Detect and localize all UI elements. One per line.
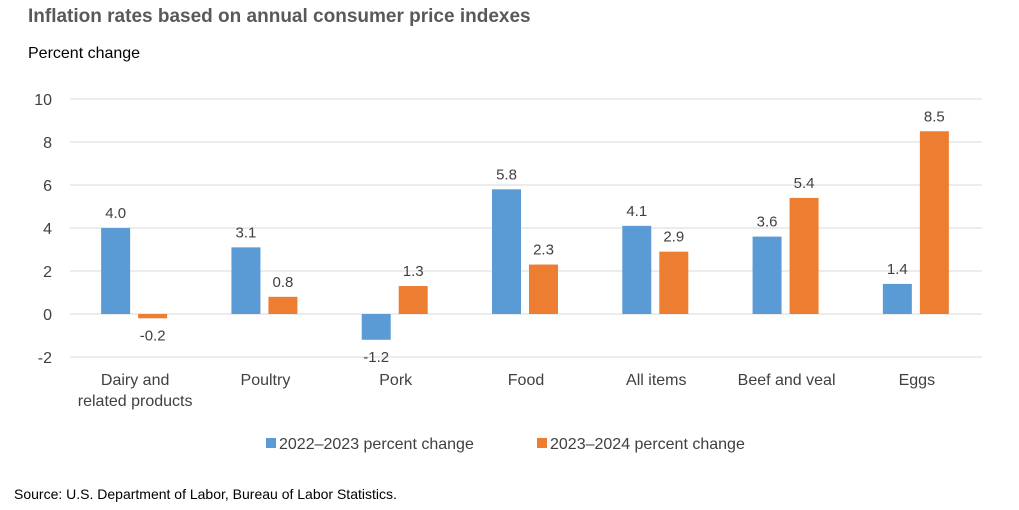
data-label: 0.8 <box>272 274 293 291</box>
x-tick-label: Eggs <box>899 372 935 389</box>
data-label: 8.5 <box>924 108 945 125</box>
y-axis-label: Percent change <box>28 45 140 62</box>
x-tick-label: related products <box>78 393 193 410</box>
x-tick-label: Poultry <box>241 372 291 389</box>
data-label: 1.3 <box>403 263 424 280</box>
x-tick-label: All items <box>626 372 686 389</box>
legend-label: 2022–2023 percent change <box>279 436 474 453</box>
x-tick-label: Beef and veal <box>738 372 836 389</box>
data-label: 4.1 <box>626 203 647 220</box>
y-tick-label: 8 <box>43 135 52 152</box>
y-tick-label: 0 <box>43 307 52 324</box>
data-label: 5.8 <box>496 166 517 183</box>
bar-2023-2024 <box>398 286 428 314</box>
data-label: -0.2 <box>140 327 166 344</box>
source-note: Source: U.S. Department of Labor, Bureau… <box>14 486 397 502</box>
y-tick-label: 6 <box>43 178 52 195</box>
bar-2022-2023 <box>752 236 782 314</box>
x-tick-label: Dairy and <box>101 372 169 389</box>
data-label: -1.2 <box>363 349 389 366</box>
y-tick-label: -2 <box>38 350 52 367</box>
bar-2022-2023 <box>622 225 652 314</box>
bar-2022-2023 <box>492 189 521 314</box>
data-label: 2.3 <box>533 242 554 259</box>
bar-2022-2023 <box>882 283 912 314</box>
bar-2023-2024 <box>529 264 558 314</box>
data-label: 2.9 <box>663 229 684 246</box>
bar-2023-2024 <box>268 296 298 314</box>
bar-2023-2024 <box>789 197 819 314</box>
y-tick-label: 10 <box>34 92 52 109</box>
legend-swatch <box>266 438 276 448</box>
bar-2023-2024 <box>138 314 168 319</box>
data-label: 3.1 <box>235 224 256 241</box>
chart-title: Inflation rates based on annual consumer… <box>28 6 531 27</box>
data-label: 1.4 <box>887 261 908 278</box>
data-label: 3.6 <box>757 214 778 231</box>
bar-2023-2024 <box>659 251 689 314</box>
y-tick-label: 4 <box>43 221 52 238</box>
y-tick-label: 2 <box>43 264 52 281</box>
legend-swatch <box>537 438 547 448</box>
legend-label: 2023–2024 percent change <box>550 436 745 453</box>
bar-2022-2023 <box>101 228 131 314</box>
bar-2023-2024 <box>919 131 949 314</box>
bar-2022-2023 <box>231 247 261 314</box>
data-label: 5.4 <box>794 175 815 192</box>
data-label: 4.0 <box>105 205 126 222</box>
x-tick-label: Food <box>508 372 544 389</box>
bar-2022-2023 <box>361 314 391 340</box>
x-tick-label: Pork <box>379 372 413 389</box>
